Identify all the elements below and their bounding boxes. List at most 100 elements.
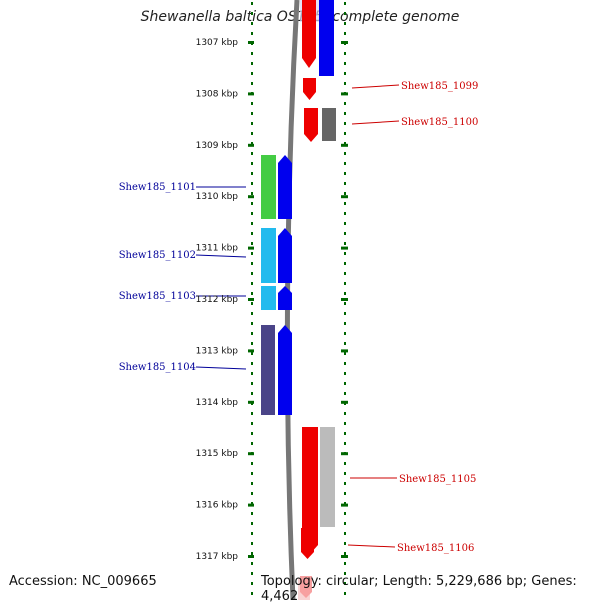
gene-leader-line	[195, 254, 247, 258]
ruler-major-tick-right	[341, 452, 348, 456]
ruler-tick-left	[251, 322, 253, 325]
ruler-tick-right	[344, 502, 346, 505]
ruler-tick-left	[251, 532, 253, 535]
ruler-label: 1310 kbp	[196, 192, 239, 202]
ruler-tick-right	[344, 572, 346, 575]
ruler-tick-left	[251, 202, 253, 205]
cog-block-1100	[322, 108, 336, 141]
gene-labels: Shew185_1099 Shew185_1100 Shew185_1105 Shew…	[119, 81, 479, 554]
ruler-tick-right	[344, 442, 346, 445]
ruler-tick-right	[344, 32, 346, 35]
ruler-tick-left	[251, 472, 253, 475]
ruler-tick-left	[251, 302, 253, 305]
ruler-major-tick-right	[341, 349, 348, 353]
gene-forward-bottom	[300, 576, 312, 598]
ruler-tick-right	[344, 592, 346, 595]
ruler-tick-left	[251, 82, 253, 85]
gene-label[interactable]: Shew185_1102	[119, 250, 196, 261]
ruler-tick-right	[344, 202, 346, 205]
ruler-major-tick-right	[341, 143, 348, 147]
gene-reverse-top	[319, 0, 334, 76]
ruler-label: 1315 kbp	[196, 449, 239, 459]
cog-block-1103	[261, 286, 276, 310]
ruler-right	[341, 2, 348, 595]
ruler-tick-left	[251, 262, 253, 265]
gene-reverse-1103	[278, 286, 292, 310]
cog-block-1104	[261, 325, 275, 415]
ruler-tick-right	[344, 272, 346, 275]
ruler-tick-right	[344, 332, 346, 335]
gene-label[interactable]: Shew185_1106	[397, 543, 474, 554]
ruler-tick-right	[344, 12, 346, 15]
gene-reverse-1101	[278, 155, 292, 219]
ruler-label: 1307 kbp	[196, 38, 239, 48]
ruler-tick-right	[344, 482, 346, 485]
ruler-tick-left	[251, 152, 253, 155]
gene-leader-line	[195, 366, 247, 370]
ruler-tick-right	[344, 472, 346, 475]
ruler-major-tick-left	[248, 41, 254, 44]
ruler-tick-right	[344, 462, 346, 465]
ruler-tick-right	[344, 422, 346, 425]
ruler-tick-left	[251, 162, 253, 165]
ruler-tick-left	[251, 102, 253, 105]
ruler-left	[248, 2, 254, 595]
ruler-major-tick-right	[341, 298, 348, 301]
gene-leader-line	[347, 544, 396, 548]
ruler-tick-right	[344, 242, 346, 245]
ruler-tick-left	[251, 442, 253, 445]
ruler-tick-left	[251, 122, 253, 125]
gene-forward-1	[302, 0, 316, 22]
ruler-tick-right	[344, 252, 346, 255]
ruler-tick-right	[344, 352, 346, 355]
ruler-tick-right	[344, 362, 346, 365]
ruler-tick-right	[344, 552, 346, 555]
ruler-major-tick-left	[248, 246, 254, 250]
ruler-tick-left	[251, 192, 253, 195]
ruler-tick-right	[344, 312, 346, 315]
ruler-tick-right	[344, 22, 346, 25]
ruler-tick-left	[251, 72, 253, 75]
ruler-tick-left	[251, 382, 253, 385]
ruler-tick-left	[251, 542, 253, 545]
ruler-tick-right	[344, 2, 346, 5]
ruler-tick-left	[251, 22, 253, 25]
ruler-tick-right	[344, 542, 346, 545]
gene-forward-top2	[302, 22, 316, 68]
ruler-label: 1314 kbp	[196, 398, 239, 408]
ruler-tick-right	[344, 222, 346, 225]
cog-block-1105	[320, 427, 335, 527]
ruler-major-tick-right	[341, 555, 348, 558]
ruler-tick-right	[344, 52, 346, 55]
gene-reverse-1102	[278, 228, 292, 283]
ruler-tick-right	[344, 132, 346, 135]
gene-forward-1105	[302, 427, 318, 554]
forward-strand-genes	[300, 0, 318, 598]
gene-label[interactable]: Shew185_1101	[119, 182, 196, 193]
gene-label[interactable]: Shew185_1103	[119, 291, 196, 302]
ruler-tick-left	[251, 372, 253, 375]
ruler-tick-right	[344, 322, 346, 325]
ruler-tick-left	[251, 332, 253, 335]
gene-label[interactable]: Shew185_1100	[401, 117, 478, 128]
ruler-major-tick-right	[341, 92, 348, 96]
ruler-tick-right	[344, 172, 346, 175]
gene-label[interactable]: Shew185_1104	[119, 362, 196, 373]
ruler-tick-left	[251, 212, 253, 215]
ruler-tick-left	[251, 182, 253, 185]
ruler-tick-left	[251, 272, 253, 275]
ruler-tick-left	[251, 342, 253, 345]
ruler-tick-right	[344, 532, 346, 535]
ruler-tick-right	[344, 232, 346, 235]
ruler-major-tick-right	[341, 503, 348, 507]
gene-label[interactable]: Shew185_1105	[399, 474, 476, 485]
ruler-tick-right	[344, 292, 346, 295]
ruler-major-tick-left	[248, 555, 254, 558]
ruler-tick-left	[251, 292, 253, 295]
ruler-labels: 1307 kbp 1308 kbp 1309 kbp 1310 kbp 1311 kbp…	[196, 38, 239, 562]
ruler-label: 1311 kbp	[196, 244, 239, 254]
ruler-tick-left	[251, 112, 253, 115]
accession-text: Accession: NC_009665	[9, 574, 157, 589]
ruler-tick-left	[251, 352, 253, 355]
gene-label[interactable]: Shew185_1099	[401, 81, 478, 92]
